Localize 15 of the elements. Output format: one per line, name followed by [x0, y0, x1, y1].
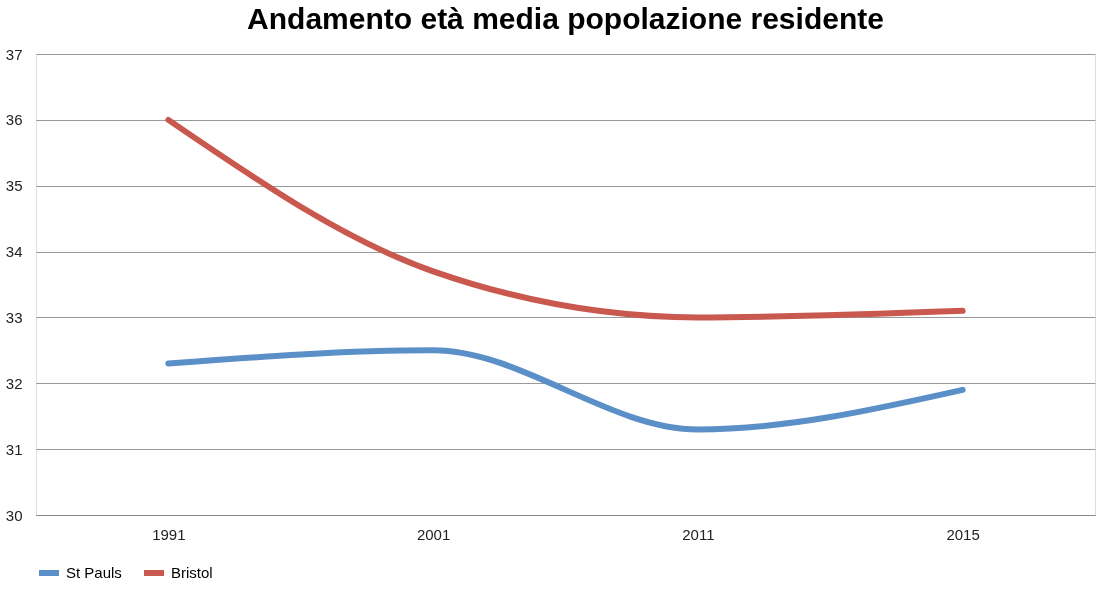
y-tick-label: 32: [5, 374, 23, 392]
y-tick-label: 36: [5, 111, 23, 129]
y-tick-label: 33: [5, 308, 23, 326]
chart-title: Andamento età media popolazione residente: [247, 2, 884, 35]
y-tick-label: 37: [5, 45, 23, 63]
y-tick-label: 30: [5, 506, 23, 524]
y-tick-label: 35: [5, 177, 23, 195]
y-tick-label: 34: [5, 243, 23, 261]
x-tick-label: 2001: [416, 525, 451, 543]
x-tick-label: 2015: [946, 525, 980, 543]
y-tick-label: 31: [5, 440, 23, 458]
x-tick-label: 1991: [152, 525, 186, 543]
x-tick-label: 2011: [682, 525, 715, 543]
legend-label: St Pauls: [66, 564, 122, 581]
legend-label: Bristol: [171, 564, 213, 581]
